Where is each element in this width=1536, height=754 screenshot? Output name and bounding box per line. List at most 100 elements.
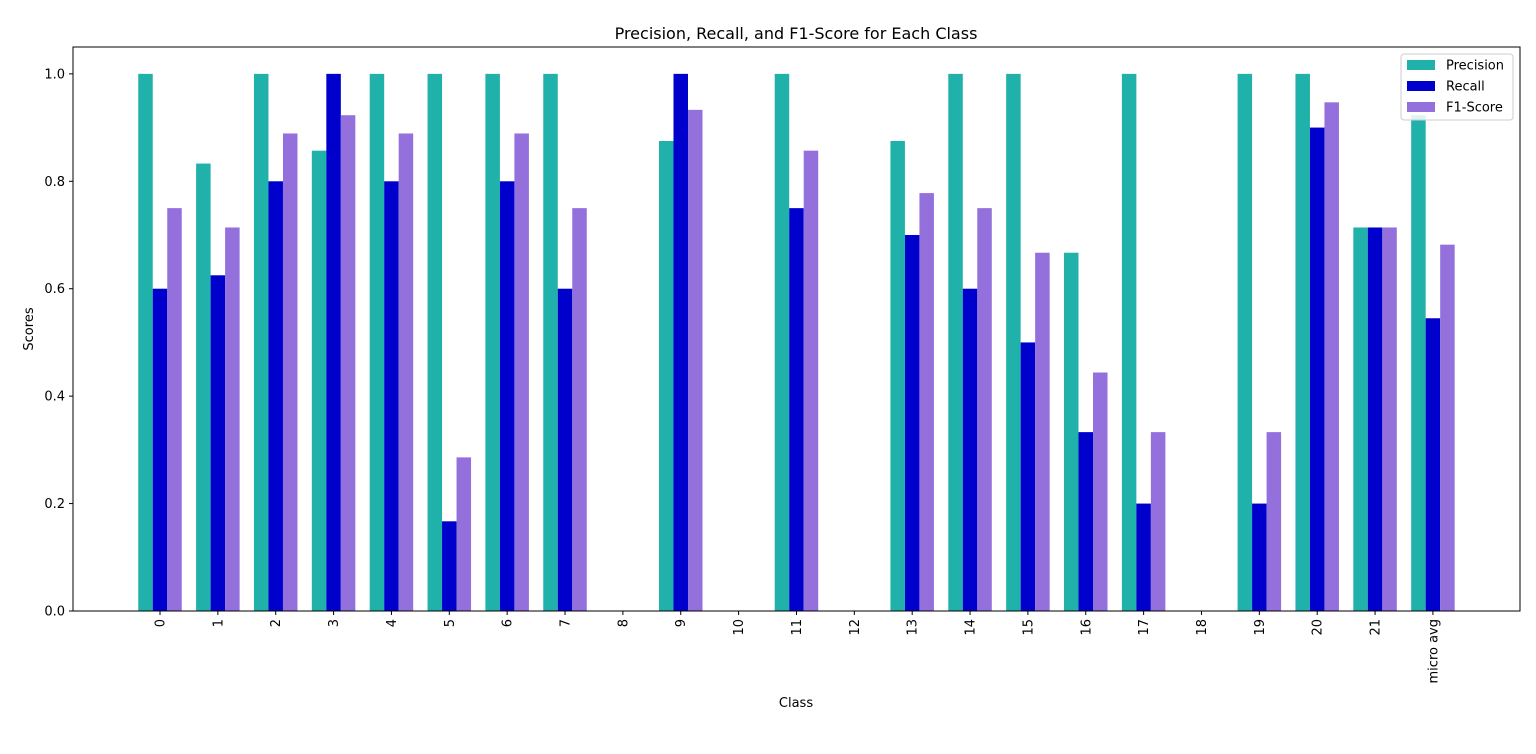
bar-f1-score-0 — [167, 208, 182, 611]
bar-f1-score-16 — [1093, 372, 1108, 611]
legend-label-precision: Precision — [1446, 59, 1504, 74]
y-tick-label: 0.0 — [44, 605, 65, 620]
bar-recall-3 — [326, 73, 341, 612]
x-tick-label: 15 — [1021, 619, 1036, 636]
bar-f1-score-4 — [398, 133, 414, 612]
bar-recall-4 — [384, 181, 399, 612]
legend-label-recall: Recall — [1446, 80, 1485, 95]
bar-f1-score-14 — [977, 208, 992, 611]
bar-recall-14 — [962, 288, 978, 611]
y-tick-label: 0.4 — [44, 390, 65, 405]
y-tick-label: 0.8 — [44, 175, 65, 190]
y-tick-label: 0.2 — [44, 497, 65, 512]
x-tick-label: 20 — [1311, 619, 1326, 636]
bar-precision-6 — [485, 73, 500, 612]
bar-recall-11 — [789, 208, 804, 611]
legend-swatch-recall — [1407, 81, 1435, 91]
bar-recall-17 — [1136, 503, 1151, 611]
bar-precision-4 — [369, 73, 385, 612]
bar-recall-6 — [499, 181, 515, 612]
x-tick-label: 18 — [1195, 619, 1210, 636]
bar-f1-score-13 — [919, 193, 934, 611]
x-tick-label: 19 — [1253, 619, 1268, 636]
bar-recall-9 — [673, 73, 688, 612]
bar-f1-score-6 — [514, 133, 529, 612]
x-tick-label: 16 — [1079, 619, 1094, 636]
x-tick-label: 9 — [674, 619, 689, 627]
x-tick-label: 6 — [501, 619, 516, 627]
bar-precision-21 — [1353, 227, 1368, 612]
bar-recall-21 — [1367, 227, 1383, 612]
bar-f1-score-1 — [225, 227, 240, 612]
x-tick-label: 14 — [964, 619, 979, 636]
bar-f1-score-15 — [1035, 252, 1050, 612]
bar-precision-2 — [253, 73, 269, 612]
bar-precision-17 — [1121, 73, 1137, 612]
bar-f1-score-2 — [282, 133, 298, 612]
bars-group — [138, 73, 1455, 612]
bar-precision-9 — [658, 141, 674, 611]
x-tick-label: 10 — [732, 619, 747, 636]
x-tick-label: 8 — [616, 619, 631, 627]
bar-precision-16 — [1064, 252, 1079, 612]
x-tick-label: 21 — [1369, 619, 1384, 636]
x-tick-label: 12 — [848, 619, 863, 636]
y-axis-label: Scores — [22, 307, 37, 350]
bar-f1-score-7 — [572, 208, 587, 611]
bar-recall-19 — [1252, 503, 1267, 611]
bar-f1-score-9 — [687, 109, 703, 611]
x-tick-label: 3 — [327, 619, 342, 627]
bar-precision-1 — [196, 163, 211, 611]
bar-recall-13 — [904, 235, 920, 611]
bar-precision-13 — [890, 141, 905, 611]
x-axis: 0 1 2 3 4 5 6 7 8 9 10 11 12 13 14 15 16 17 18 19 20 21 micro … — [154, 611, 1441, 683]
bar-precision-11 — [774, 73, 790, 612]
bar-recall-15 — [1020, 342, 1036, 611]
bar-precision-micro-avg — [1411, 115, 1426, 611]
x-tick-label: 5 — [443, 619, 458, 627]
bar-recall-micro-avg — [1425, 318, 1441, 611]
x-tick-label: 2 — [269, 619, 284, 627]
bar-precision-20 — [1295, 73, 1310, 612]
bar-recall-16 — [1078, 432, 1094, 611]
bar-f1-score-11 — [803, 150, 819, 612]
x-tick-label: 13 — [906, 619, 921, 636]
y-tick-label: 1.0 — [44, 67, 65, 82]
bar-precision-5 — [427, 73, 443, 612]
bar-f1-score-21 — [1382, 227, 1397, 612]
bar-f1-score-3 — [340, 115, 356, 611]
legend-swatch-precision — [1407, 60, 1435, 70]
legend-swatch-f1-score — [1407, 102, 1435, 112]
bar-recall-1 — [210, 275, 226, 611]
bar-f1-score-20 — [1324, 102, 1339, 611]
x-tick-label: 11 — [790, 619, 805, 636]
x-tick-label: 17 — [1137, 619, 1152, 636]
x-tick-label: 1 — [211, 619, 226, 627]
x-tick-label: 4 — [385, 619, 400, 627]
y-tick-label: 0.6 — [44, 282, 65, 297]
bar-precision-0 — [138, 73, 153, 612]
y-axis: 0.0 0.2 0.4 0.6 0.8 1.0 — [44, 67, 73, 620]
bar-f1-score-17 — [1150, 432, 1166, 611]
bar-precision-15 — [1006, 73, 1021, 612]
bar-recall-2 — [268, 181, 283, 612]
bar-recall-20 — [1309, 127, 1325, 611]
bar-recall-0 — [152, 288, 168, 611]
bar-precision-14 — [948, 73, 963, 612]
x-tick-label: 0 — [154, 619, 169, 627]
legend: Precision Recall F1-Score — [1400, 53, 1514, 121]
bar-precision-19 — [1237, 73, 1253, 612]
x-tick-label: micro avg — [1426, 619, 1441, 683]
chart-title: Precision, Recall, and F1-Score for Each… — [615, 24, 978, 43]
bar-precision-7 — [543, 73, 558, 612]
bar-f1-score-micro-avg — [1440, 244, 1455, 612]
x-axis-label: Class — [779, 696, 813, 711]
x-tick-label: 7 — [559, 619, 574, 627]
bar-f1-score-5 — [456, 457, 472, 611]
bar-recall-7 — [557, 288, 573, 611]
bar-f1-score-19 — [1266, 432, 1282, 611]
bar-precision-3 — [311, 150, 327, 612]
legend-label-f1-score: F1-Score — [1446, 101, 1503, 116]
bar-recall-5 — [442, 521, 457, 611]
